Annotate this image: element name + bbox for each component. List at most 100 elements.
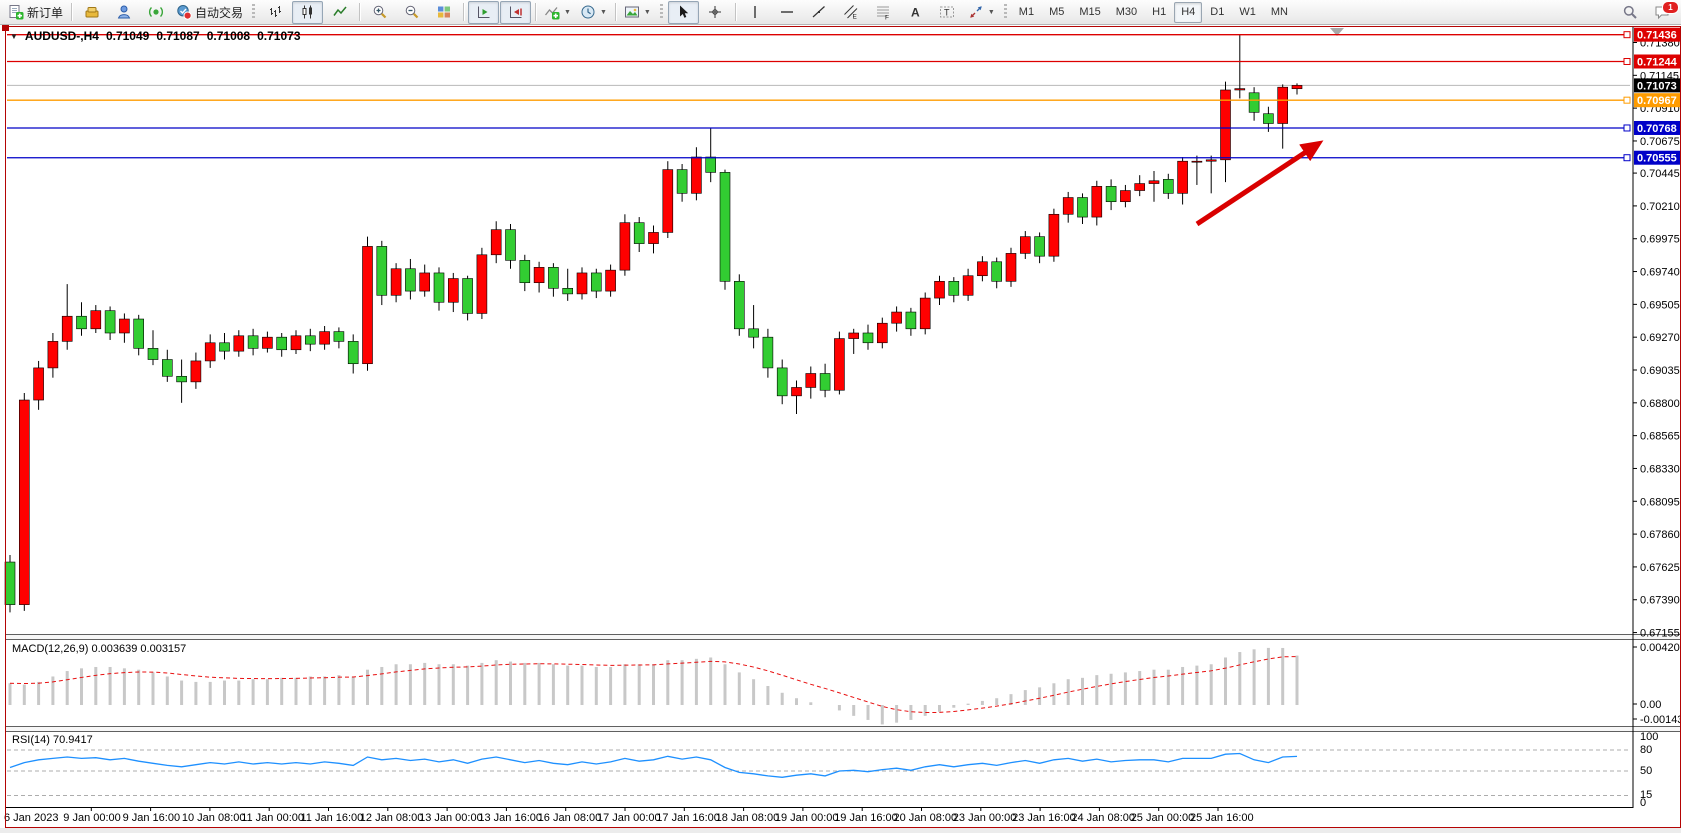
candle[interactable] [1005,253,1017,282]
candle[interactable] [1019,236,1031,254]
candle[interactable] [4,561,16,605]
candle[interactable] [862,332,874,344]
candle[interactable] [1148,180,1160,184]
candle[interactable] [991,261,1003,282]
candle[interactable] [548,267,559,289]
candle[interactable] [1034,236,1045,257]
vertical-line-tool-button[interactable] [740,1,771,24]
candle[interactable] [919,297,931,330]
hline-handle[interactable] [1623,124,1631,132]
timeframe-w1-button[interactable]: W1 [1239,6,1256,18]
candle[interactable] [405,268,416,292]
timeframe-m1-button[interactable]: M1 [1018,6,1035,18]
toolbar-grip[interactable] [659,4,663,20]
timeframe-h1-button[interactable]: H1 [1152,6,1167,18]
periods-button[interactable]: ▼ [576,1,611,24]
new-order-button[interactable]: 新订单 [4,1,67,24]
candle[interactable] [848,332,860,339]
candle[interactable] [76,315,87,330]
hline-handle[interactable] [1623,31,1631,39]
candle[interactable] [977,261,988,277]
candle[interactable] [1205,159,1217,162]
trend-arrow[interactable] [1195,140,1324,227]
candle[interactable] [233,335,245,352]
candle[interactable] [1248,92,1260,113]
panel-splitter[interactable] [5,726,1681,732]
line-chart-mode-button[interactable] [324,1,355,24]
chart-menu-icon[interactable]: ▼ [10,31,18,41]
templates-button[interactable]: ▼ [620,1,655,24]
candle[interactable] [1277,86,1288,124]
candle[interactable] [719,172,731,282]
candle[interactable] [505,229,516,261]
candle[interactable] [1091,186,1103,218]
profile-button[interactable] [108,1,139,24]
timeframe-h4-button[interactable]: H4 [1174,1,1203,23]
candle[interactable] [533,267,545,284]
toolbar-grip[interactable] [252,4,256,20]
candle[interactable] [419,272,431,292]
candle[interactable] [447,278,459,303]
candle[interactable] [190,360,202,383]
candle[interactable] [119,318,130,334]
candle[interactable] [133,318,144,349]
crosshair-tool-button[interactable] [700,1,731,24]
candle[interactable] [490,229,502,256]
text-tool-button[interactable]: A [900,1,931,24]
candle[interactable] [676,169,688,194]
candle[interactable] [733,281,745,330]
bar-chart-mode-button[interactable] [260,1,291,24]
auto-scroll-button[interactable] [468,0,500,24]
timeframe-m5-button[interactable]: M5 [1049,6,1065,18]
candle[interactable] [576,272,588,295]
candle[interactable] [347,341,359,365]
candle[interactable] [705,156,717,173]
candle[interactable] [333,331,345,342]
candle[interactable] [33,367,44,401]
panel-splitter[interactable] [5,634,1681,640]
search-button[interactable] [1614,1,1645,24]
candle[interactable] [1077,197,1088,218]
candle[interactable] [319,331,330,345]
candle[interactable] [290,335,302,351]
candle[interactable] [1062,197,1074,215]
hline-handle[interactable] [1623,154,1631,162]
candle[interactable] [1048,213,1060,257]
timeframe-d1-button[interactable]: D1 [1210,6,1225,18]
candle[interactable] [276,336,288,351]
channel-tool-button[interactable]: E [836,1,867,24]
candle[interactable] [104,310,116,334]
chart-canvas[interactable]: MACD(12,26,9) 0.003639 0.003157 RSI(14) 7… [0,25,1681,833]
fibonacci-tool-button[interactable]: F [868,1,899,24]
candle[interactable] [691,156,702,194]
candle[interactable] [61,315,73,342]
candle[interactable] [762,336,774,369]
candle[interactable] [462,278,473,314]
metaeditor-button[interactable] [76,1,107,24]
candle[interactable] [204,342,216,362]
horizontal-line-tool-button[interactable] [772,1,803,24]
zoom-in-button[interactable] [364,1,395,24]
candle[interactable] [805,373,817,388]
candle[interactable] [18,399,30,605]
candle[interactable] [1220,89,1231,161]
candle[interactable] [819,373,831,391]
candlesticks[interactable] [4,34,1303,613]
candle[interactable] [1134,183,1145,191]
candle[interactable] [1234,88,1246,91]
candle[interactable] [304,335,316,345]
label-tool-button[interactable]: T [932,1,963,24]
timeframe-mn-button[interactable]: MN [1270,6,1288,18]
candlestick-mode-button[interactable] [292,0,324,24]
hline-handle[interactable] [1623,96,1631,104]
candle[interactable] [1105,186,1117,203]
candle[interactable] [433,272,445,303]
community-button[interactable] [140,1,171,24]
candle[interactable] [948,281,960,296]
candle[interactable] [390,268,402,296]
chart-shift-marker-icon[interactable] [1330,28,1344,36]
notifications-button[interactable]: 1 [1646,0,1679,24]
candle[interactable] [1163,179,1174,194]
indicators-button[interactable]: ▼ [540,1,575,24]
candle[interactable] [791,387,802,397]
